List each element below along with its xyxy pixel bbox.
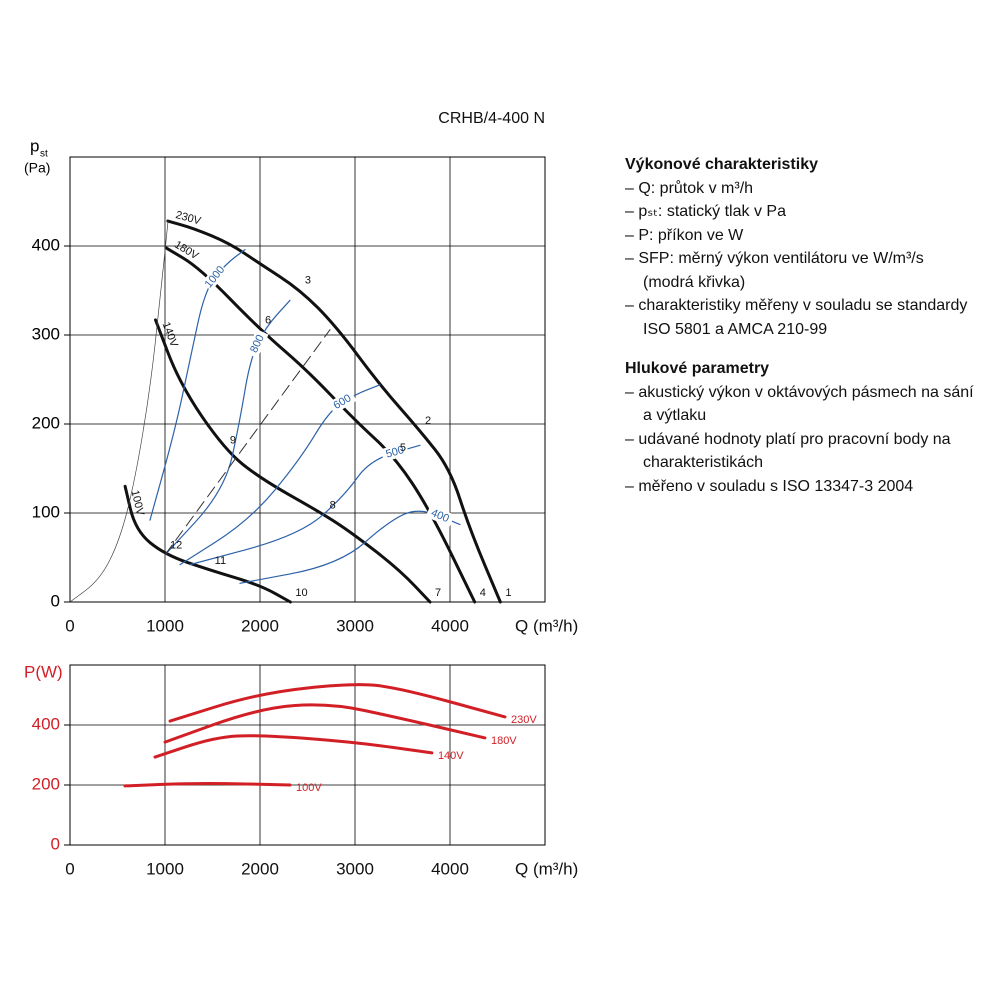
point-label: 9 [230, 435, 236, 447]
series-label: 180V [491, 735, 517, 747]
y-tick-label: 200 [32, 774, 60, 793]
point-label: 6 [265, 315, 271, 327]
label-bg [201, 262, 228, 292]
y-axis-label-sub: st [40, 149, 48, 160]
note-item: charakteristiky měřeny v souladu se stan… [625, 294, 975, 341]
series-label-group: 500 [380, 442, 410, 462]
series-line [164, 246, 477, 604]
x-tick-label: 0 [65, 616, 74, 635]
point-label: 10 [295, 587, 307, 599]
y-tick-label: 400 [32, 714, 60, 733]
note-item: Q: průtok v m³/h [625, 177, 975, 201]
x-tick-label: 3000 [336, 616, 374, 635]
label-bg [327, 389, 357, 415]
point-label: 2 [425, 415, 431, 427]
notes-title: Hlukové parametry [625, 360, 770, 377]
x-axis-label: Q (m³/h) [515, 859, 578, 878]
notes-list: akustický výkon v oktávových pásmech na … [625, 381, 975, 499]
y-axis-unit: (Pa) [24, 160, 50, 176]
note-item: akustický výkon v oktávových pásmech na … [625, 381, 975, 428]
notes-title: Výkonové charakteristiky [625, 156, 818, 173]
series-label-group: 800 [245, 329, 269, 359]
label-bg [380, 442, 410, 462]
y-tick-label: 400 [32, 235, 60, 254]
note-item: pₛₜ: statický tlak v Pa [625, 200, 975, 224]
series-label: 140V [438, 750, 464, 762]
label-bg [425, 504, 455, 527]
series-line [168, 683, 507, 723]
point-label: 8 [330, 500, 336, 512]
x-tick-label: 4000 [431, 616, 469, 635]
y-axis-label: p [30, 136, 39, 155]
y-tick-label: 0 [51, 591, 60, 610]
point-label: 11 [215, 555, 226, 567]
chart-title: CRHB/4-400 N [438, 110, 545, 127]
y-axis-label: P(W) [24, 662, 63, 681]
notes-panel: Výkonové charakteristiky Q: průtok v m³/… [625, 153, 975, 514]
x-tick-label: 1000 [146, 859, 184, 878]
note-item: udávané hodnoty platí pro pracovní body … [625, 428, 975, 475]
x-tick-label: 2000 [241, 616, 279, 635]
y-tick-label: 0 [51, 834, 60, 853]
point-label: 3 [305, 275, 311, 287]
series-line [149, 248, 246, 521]
x-axis-label: Q (m³/h) [515, 616, 578, 635]
x-tick-label: 2000 [241, 859, 279, 878]
series-line [179, 384, 381, 566]
x-tick-label: 3000 [336, 859, 374, 878]
series-line [154, 318, 432, 604]
series-line [153, 734, 434, 759]
series-line [189, 444, 421, 566]
point-label: 5 [400, 442, 406, 454]
series-label: 100V [296, 782, 322, 794]
point-label: 1 [505, 587, 511, 599]
series-line [69, 220, 169, 603]
notes-list: Q: průtok v m³/hpₛₜ: statický tlak v PaP… [625, 177, 975, 342]
label-bg [245, 329, 269, 359]
series-label: 230V [511, 714, 537, 726]
x-tick-label: 1000 [146, 616, 184, 635]
note-item: SFP: měrný výkon ventilátoru ve W/m³/s (… [625, 247, 975, 294]
series-label: 100V [129, 489, 147, 517]
note-item: P: příkon ve W [625, 224, 975, 248]
series-line [166, 219, 502, 604]
note-item: měřeno v souladu s ISO 13347-3 2004 [625, 475, 975, 499]
series-line [123, 484, 292, 604]
x-tick-label: 0 [65, 859, 74, 878]
point-label: 12 [170, 540, 182, 552]
x-tick-label: 4000 [431, 859, 469, 878]
y-tick-label: 200 [32, 413, 60, 432]
series-line [164, 329, 331, 556]
y-tick-label: 100 [32, 502, 60, 521]
series-label: 500 [384, 444, 405, 461]
series-line [123, 782, 292, 788]
point-label: 4 [480, 587, 486, 599]
plot-frame [69, 664, 546, 846]
point-label: 7 [435, 587, 441, 599]
series-label-group: 100V [129, 489, 147, 517]
series-line [239, 510, 461, 584]
series-line [163, 703, 487, 744]
y-tick-label: 300 [32, 324, 60, 343]
